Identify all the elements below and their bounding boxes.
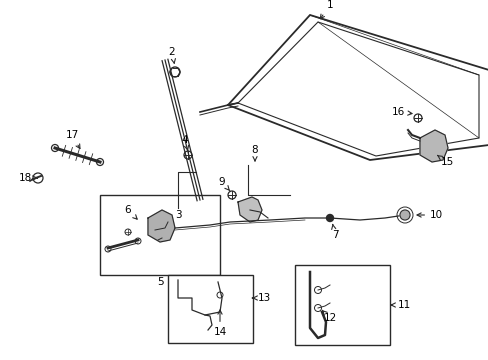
Text: 5: 5 bbox=[156, 277, 163, 287]
Text: 7: 7 bbox=[331, 224, 338, 240]
Polygon shape bbox=[238, 197, 262, 222]
Text: 17: 17 bbox=[65, 130, 80, 149]
Bar bbox=[294, 265, 389, 345]
Text: 14: 14 bbox=[213, 310, 226, 337]
Text: 15: 15 bbox=[437, 156, 453, 167]
Text: 10: 10 bbox=[416, 210, 442, 220]
Text: 13: 13 bbox=[252, 293, 271, 303]
Text: 6: 6 bbox=[124, 205, 137, 219]
Text: 2: 2 bbox=[168, 47, 175, 63]
Text: 9: 9 bbox=[218, 177, 229, 191]
Text: 8: 8 bbox=[251, 145, 258, 161]
Text: 4: 4 bbox=[182, 135, 188, 150]
Circle shape bbox=[399, 210, 409, 220]
Text: 18: 18 bbox=[19, 173, 37, 183]
Bar bbox=[168, 275, 252, 343]
Text: 11: 11 bbox=[390, 300, 410, 310]
Polygon shape bbox=[419, 130, 447, 162]
Text: 3: 3 bbox=[174, 210, 181, 220]
Text: 12: 12 bbox=[322, 310, 336, 323]
Text: 16: 16 bbox=[390, 107, 411, 117]
Text: 1: 1 bbox=[320, 0, 333, 19]
Polygon shape bbox=[148, 210, 175, 242]
Bar bbox=[100, 195, 220, 275]
Circle shape bbox=[326, 215, 333, 221]
